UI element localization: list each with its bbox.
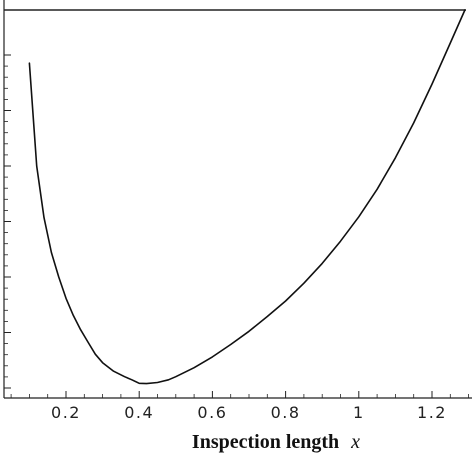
x-tick-label: 0.4 (124, 403, 154, 422)
y-axis-ticks (4, 54, 11, 389)
series-layer (28, 9, 466, 385)
series-line-1 (28, 9, 466, 385)
x-axis-ticks (10, 391, 470, 398)
x-tick-label: 0.6 (197, 403, 227, 422)
x-axis-label-variable: x (350, 431, 360, 453)
x-tick-label: 1 (353, 403, 365, 422)
x-axis-label: Inspection length x (192, 431, 360, 453)
x-tick-label: 1.2 (417, 403, 447, 422)
x-axis-label-text: Inspection length (192, 431, 339, 453)
x-tick-labels: 0.2 0.4 0.6 0.8 1 1.2 (51, 403, 447, 422)
x-tick-label: 0.8 (271, 403, 301, 422)
x-tick-label: 0.2 (51, 403, 81, 422)
